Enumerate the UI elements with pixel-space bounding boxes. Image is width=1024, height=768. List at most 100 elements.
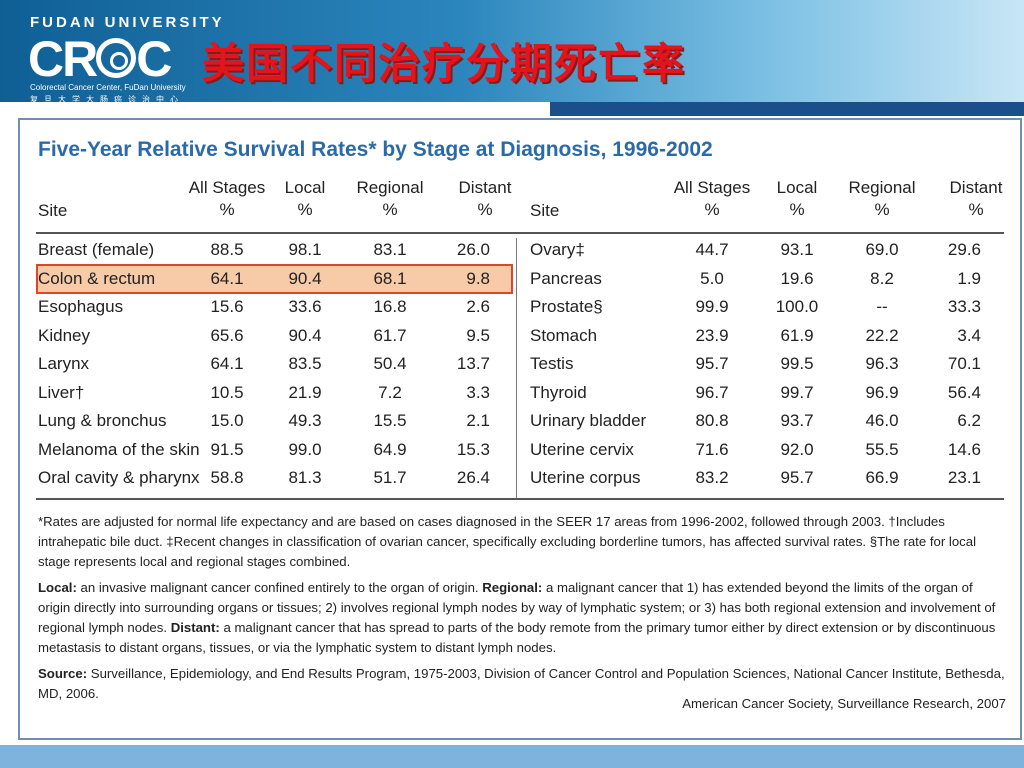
rate-value: 58.8 [210,468,244,487]
rate-value: 9.8 [466,268,490,288]
rate-value: 61.9 [780,325,814,345]
table-frame [18,118,1022,740]
column-header-unit: % [968,200,984,219]
rate-value: 61.7 [373,325,407,345]
rate-value: 15.5 [373,411,407,430]
rate-value: 100.0 [775,297,819,316]
site-name: Ovary‡ [530,240,585,259]
header-accent-bar [550,102,1024,116]
rate-value: 8.2 [870,268,894,288]
site-name: Liver† [38,382,85,402]
rate-value: 64.1 [210,354,244,373]
center-name-cn: 复旦大学大肠癌诊治中心 [30,95,184,104]
rate-value: 15.6 [210,297,244,316]
footer-bar [0,745,1024,768]
regional-label: Regional: [482,580,543,595]
rate-value: 64.1 [210,268,244,288]
column-header-label: Distant [458,178,512,197]
regional-text: a malignant cancer that 1) has extended … [38,580,996,635]
column-header: Regional% [335,177,445,221]
column-header: Regional% [827,177,937,221]
site-name: Breast (female) [38,240,155,259]
column-header-unit: % [382,200,398,219]
site-name: Testis [530,354,574,373]
rate-value: 98.1 [288,240,322,259]
slide-header: FUDAN UNIVERSITY CR C Colorectal Cancer C… [0,0,1024,104]
column-header: Distant% [430,177,540,221]
column-header-label: Distant [949,178,1003,197]
rate-value: 95.7 [695,354,729,373]
rate-value: 3.3 [466,382,490,402]
rate-value: 15.0 [210,411,244,430]
rate-value: 93.7 [780,411,814,430]
rate-value: 64.9 [373,439,407,459]
column-header-unit: % [477,200,493,219]
site-name: Larynx [38,354,90,373]
column-header-label: Regional [356,178,424,197]
rate-value: 99.9 [695,297,729,316]
site-name: Stomach [530,325,598,345]
croc-logo: CR C [28,31,172,87]
site-name: Kidney [38,325,90,345]
column-header: Local% [742,177,852,221]
definitions: Local: an invasive malignant cancer conf… [38,578,1008,658]
rate-value: 33.6 [288,297,322,316]
rate-value: 56.4 [947,382,981,402]
logo-prefix: CR [28,31,98,87]
column-header-unit: % [219,200,235,219]
rate-value: 26.0 [456,240,490,259]
rate-value: 22.2 [865,325,899,345]
column-header-label: All Stages [673,178,751,197]
rate-value: 49.3 [288,411,322,430]
site-name: Colon & rectum [38,268,156,288]
column-header: All Stages% [172,177,282,221]
rate-value: 7.2 [378,382,402,402]
credit-line: American Cancer Society, Surveillance Re… [682,696,1006,711]
site-name: Lung & bronchus [38,411,167,430]
university-name: FUDAN UNIVERSITY [30,14,225,31]
source: Source: Surveillance, Epidemiology, and … [38,664,1008,704]
rate-value: 70.1 [947,354,981,373]
rate-value: 46.0 [865,411,899,430]
rate-value: 71.6 [695,439,729,459]
footnotes: *Rates are adjusted for normal life expe… [38,512,1008,710]
column-header-unit: % [704,200,720,219]
column-header-unit: % [874,200,890,219]
rate-value: 83.2 [695,468,729,487]
rate-value: 99.7 [780,382,814,402]
rate-value: 6.2 [957,411,981,430]
rate-value: 99.5 [780,354,814,373]
rate-value: -- [876,297,888,316]
column-header: Distant% [921,177,1024,221]
rate-value: 99.0 [288,439,322,459]
column-header-label: Local [284,178,326,197]
rate-value: 29.6 [947,240,981,259]
rate-value: 13.7 [456,354,490,373]
bottom-rule [36,498,1004,500]
rate-value: 91.5 [210,439,244,459]
rate-value: 90.4 [288,325,322,345]
slide-title: 美国不同治疗分期死亡率 [202,39,687,88]
source-text: Surveillance, Epidemiology, and End Resu… [38,666,1005,701]
rate-value: 51.7 [373,468,407,487]
rate-value: 1.9 [957,268,981,288]
site-name: Melanoma of the skin [38,439,200,459]
rate-value: 23.9 [695,325,729,345]
rate-value: 21.9 [288,382,322,402]
column-header-site: Site [38,201,68,220]
rate-value: 19.6 [780,268,814,288]
column-header-site: Site [530,201,560,220]
rate-value: 69.0 [865,240,899,259]
column-header-label: All Stages [188,178,266,197]
site-name: Prostate§ [530,297,603,316]
rate-value: 96.9 [865,382,899,402]
rate-value: 66.9 [865,468,899,487]
emblem-icon [96,38,137,78]
distant-text: a malignant cancer that has spread to pa… [38,620,996,655]
rate-value: 9.5 [466,325,490,345]
rate-value: 10.5 [210,382,244,402]
site-name: Uterine corpus [530,468,641,487]
site-name: Urinary bladder [530,411,647,430]
table-title: Five-Year Relative Survival Rates* by St… [38,138,713,161]
column-header-label: Regional [848,178,916,197]
